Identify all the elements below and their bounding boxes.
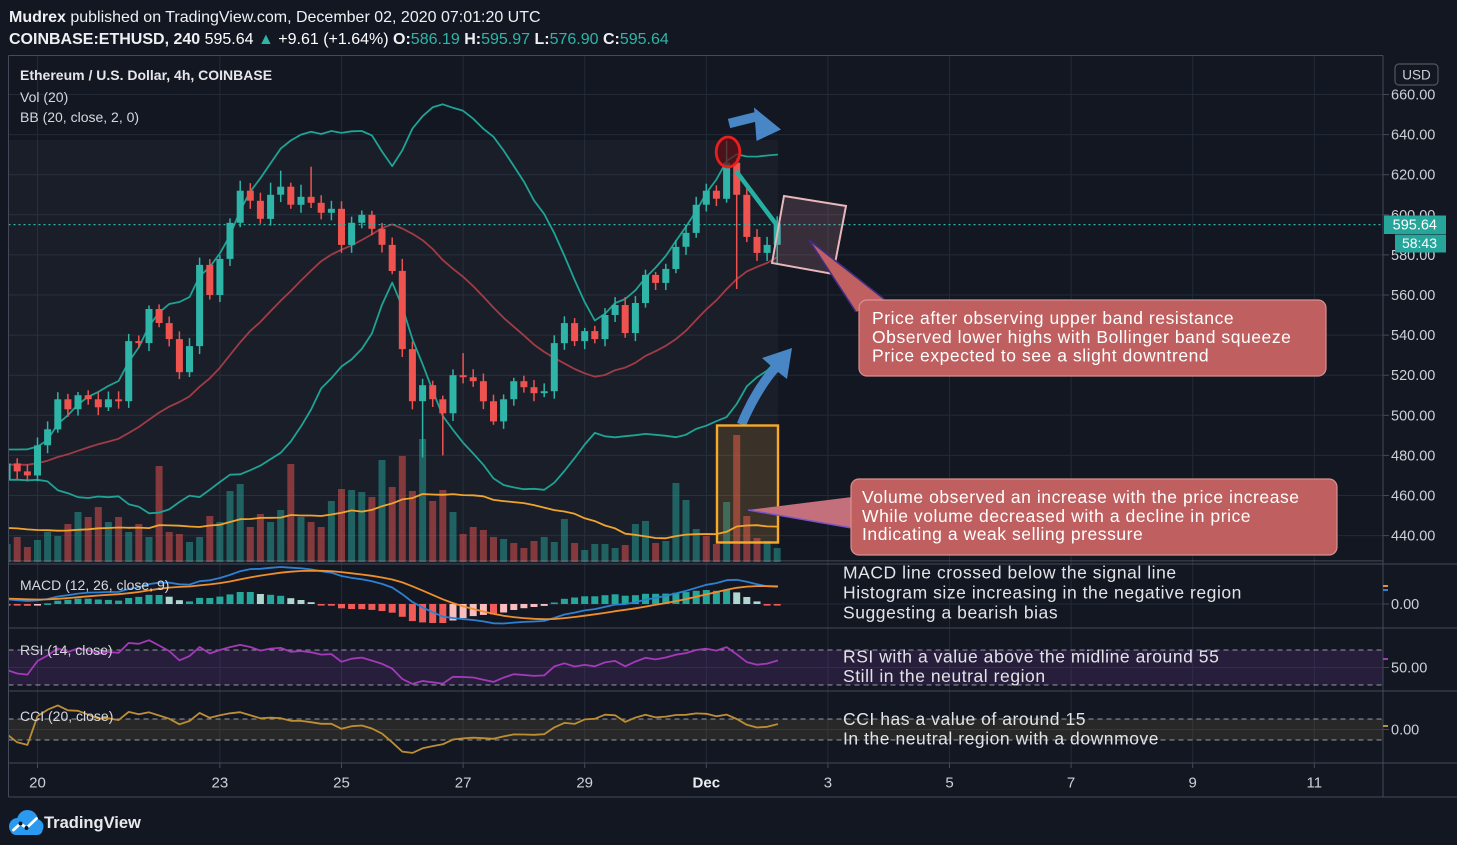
svg-text:Price expected to see a slight: Price expected to see a slight downtrend <box>872 346 1209 366</box>
svg-text:460.00: 460.00 <box>1391 489 1435 505</box>
svg-text:620.00: 620.00 <box>1391 168 1435 184</box>
svg-text:Observed lower highs with Boll: Observed lower highs with Bollinger band… <box>872 327 1291 347</box>
svg-text:58:43: 58:43 <box>1402 235 1437 251</box>
svg-text:RSI (14, close): RSI (14, close) <box>20 642 113 658</box>
svg-text:TradingView: TradingView <box>44 814 141 832</box>
svg-text:0.00: 0.00 <box>1391 723 1419 739</box>
svg-text:Indicating a weak selling pres: Indicating a weak selling pressure <box>862 524 1143 544</box>
svg-text:50.00: 50.00 <box>1391 661 1427 677</box>
svg-text:Histogram size increasing in t: Histogram size increasing in the negativ… <box>843 583 1242 603</box>
svg-text:Dec: Dec <box>693 775 721 792</box>
svg-text:5: 5 <box>945 775 953 792</box>
svg-text:In the neutral region with a d: In the neutral region with a downmove <box>843 729 1159 749</box>
svg-text:Price after observing upper ba: Price after observing upper band resista… <box>872 308 1234 328</box>
svg-text:500.00: 500.00 <box>1391 408 1435 424</box>
svg-text:520.00: 520.00 <box>1391 368 1435 384</box>
svg-text:27: 27 <box>455 775 472 792</box>
svg-text:9: 9 <box>1189 775 1197 792</box>
svg-text:3: 3 <box>824 775 832 792</box>
svg-text:7: 7 <box>1067 775 1075 792</box>
svg-text:11: 11 <box>1307 775 1323 792</box>
svg-text:CCI (20, close): CCI (20, close) <box>20 708 113 724</box>
svg-text:USD: USD <box>1402 68 1431 83</box>
svg-text:20: 20 <box>29 775 46 792</box>
svg-text:Suggesting a bearish bias: Suggesting a bearish bias <box>843 603 1058 623</box>
svg-text:540.00: 540.00 <box>1391 328 1435 344</box>
svg-text:COINBASE:ETHUSD, 240 595.64 ▲: COINBASE:ETHUSD, 240 595.64 ▲ +9.61 (+1.… <box>9 31 669 48</box>
svg-text:0.00: 0.00 <box>1391 597 1419 613</box>
svg-text:560.00: 560.00 <box>1391 288 1435 304</box>
svg-text:CCI has a value of around 15: CCI has a value of around 15 <box>843 709 1086 729</box>
svg-text:Mudrex published on TradingVie: Mudrex published on TradingView.com, Dec… <box>9 9 541 26</box>
svg-text:Ethereum / U.S. Dollar, 4h, CO: Ethereum / U.S. Dollar, 4h, COINBASE <box>20 67 272 83</box>
svg-text:440.00: 440.00 <box>1391 529 1435 545</box>
svg-text:660.00: 660.00 <box>1391 88 1435 104</box>
svg-text:Vol (20): Vol (20) <box>20 89 68 105</box>
svg-text:While volume decreased with a: While volume decreased with a decline in… <box>862 506 1251 526</box>
svg-text:MACD line crossed below the si: MACD line crossed below the signal line <box>843 563 1177 583</box>
svg-text:23: 23 <box>212 775 229 792</box>
svg-text:25: 25 <box>333 775 350 792</box>
svg-text:MACD (12, 26, close, 9): MACD (12, 26, close, 9) <box>20 577 169 593</box>
svg-text:RSI with a value above the mid: RSI with a value above the midline aroun… <box>843 647 1219 667</box>
svg-text:29: 29 <box>576 775 593 792</box>
svg-text:BB (20, close, 2, 0): BB (20, close, 2, 0) <box>20 109 139 125</box>
svg-text:480.00: 480.00 <box>1391 448 1435 464</box>
svg-text:595.64: 595.64 <box>1393 218 1437 234</box>
svg-text:640.00: 640.00 <box>1391 128 1435 144</box>
svg-text:Volume observed an increase wi: Volume observed an increase with the pri… <box>862 487 1300 507</box>
svg-text:Still in the neutral region: Still in the neutral region <box>843 666 1046 686</box>
